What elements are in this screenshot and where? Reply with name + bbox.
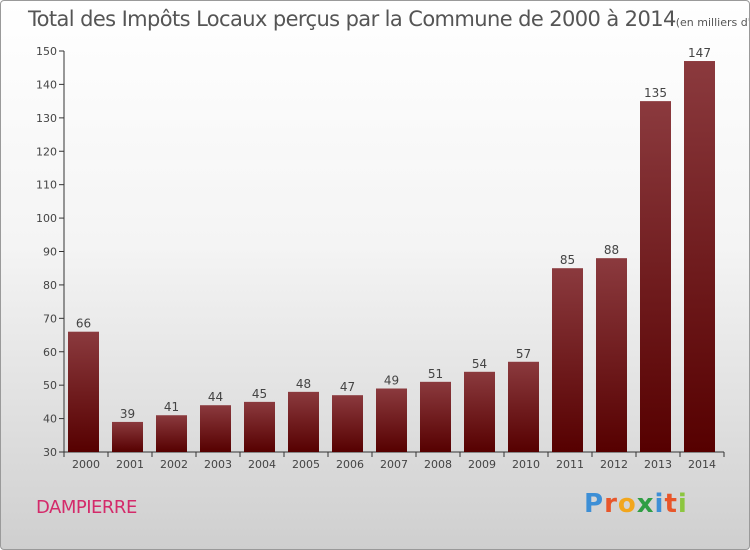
bar — [508, 361, 539, 452]
y-tick-label: 130 — [36, 112, 57, 125]
x-tick-label: 2005 — [292, 458, 320, 471]
y-tick-label: 70 — [43, 312, 57, 325]
x-tick-label: 2000 — [72, 458, 100, 471]
x-tick-label: 2003 — [204, 458, 232, 471]
y-tick-label: 90 — [43, 246, 57, 259]
bar-value-label: 47 — [340, 380, 355, 394]
y-tick-label: 30 — [43, 446, 57, 459]
logo-letter: r — [604, 489, 618, 519]
y-tick-label: 110 — [36, 179, 57, 192]
bars — [68, 61, 715, 453]
x-tick-label: 2009 — [468, 458, 496, 471]
bar — [464, 371, 495, 452]
x-tick-label: 2007 — [380, 458, 408, 471]
y-tick-label: 100 — [36, 212, 57, 225]
bar — [200, 405, 231, 452]
bar — [112, 421, 143, 452]
bar — [244, 401, 275, 452]
bar-value-label: 135 — [644, 86, 667, 100]
logo-letter: P — [584, 489, 605, 519]
bar-value-label: 66 — [76, 317, 91, 331]
logo-letter: o — [617, 489, 637, 519]
y-tick-label: 80 — [43, 279, 57, 292]
bar — [420, 381, 451, 452]
y-tick-label: 140 — [36, 78, 57, 91]
bar-value-label: 147 — [688, 46, 711, 60]
bar-value-label: 54 — [472, 357, 487, 371]
x-tick-label: 2010 — [512, 458, 540, 471]
logo-letter: x — [636, 489, 655, 519]
bar-value-label: 51 — [428, 367, 443, 381]
y-tick-label: 120 — [36, 145, 57, 158]
y-axis: 30 40 50 60 70 80 90 100 110 120 130 140 150 — [36, 45, 65, 459]
bar — [332, 395, 363, 452]
logo-letter: t — [664, 489, 678, 519]
bar-value-label: 57 — [516, 347, 531, 361]
value-labels: 66 39 41 44 45 48 47 49 51 54 57 85 88 135 147 — [76, 46, 711, 421]
bar — [288, 391, 319, 452]
logo-letter: i — [677, 489, 688, 519]
bar — [552, 268, 583, 452]
bar-value-label: 39 — [120, 407, 135, 421]
bar-value-label: 45 — [252, 387, 267, 401]
bar — [156, 415, 187, 452]
bar-value-label: 49 — [384, 374, 399, 388]
y-tick-label: 150 — [36, 45, 57, 58]
bar — [596, 258, 627, 452]
x-tick-label: 2002 — [160, 458, 188, 471]
logo-letter: i — [654, 489, 665, 519]
bar — [640, 101, 671, 452]
x-tick-label: 2006 — [336, 458, 364, 471]
x-tick-label: 2014 — [688, 458, 716, 471]
bar-value-label: 44 — [208, 390, 223, 404]
bar-value-label: 41 — [164, 400, 179, 414]
x-tick-label: 2012 — [600, 458, 628, 471]
x-tick-label: 2004 — [248, 458, 276, 471]
x-tick-label: 2008 — [424, 458, 452, 471]
bar-value-label: 88 — [604, 243, 619, 257]
bar — [684, 61, 715, 453]
commune-name: DAMPIERRE — [36, 497, 137, 518]
chart-title-unit: (en milliers d'€) — [675, 16, 750, 29]
bar — [376, 388, 407, 452]
bar-value-label: 85 — [560, 253, 575, 267]
x-tick-label: 2011 — [556, 458, 584, 471]
x-tick-label: 2001 — [116, 458, 144, 471]
bar-value-label: 48 — [296, 377, 311, 391]
x-axis: 2000 2001 2002 2003 2004 2005 2006 2007 2008 2009… — [63, 451, 725, 471]
x-tick-label: 2013 — [644, 458, 672, 471]
chart-title: Total des Impôts Locaux perçus par la Co… — [28, 7, 750, 31]
chart-title-text: Total des Impôts Locaux perçus par la Co… — [28, 7, 676, 31]
bar — [68, 331, 99, 452]
y-tick-label: 60 — [43, 346, 57, 359]
y-tick-label: 50 — [43, 379, 57, 392]
y-tick-label: 40 — [43, 413, 57, 426]
proxiti-logo[interactable]: Proxiti — [584, 489, 688, 519]
